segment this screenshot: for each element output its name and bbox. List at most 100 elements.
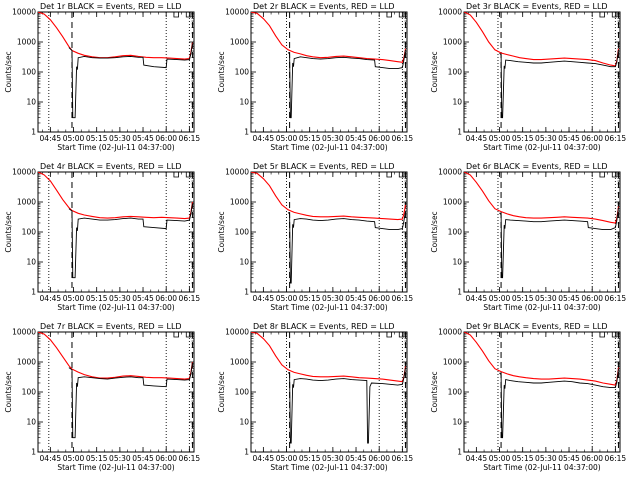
x-tick-label: 05:15	[86, 134, 108, 143]
series-line-red-lld	[38, 332, 194, 380]
chart-title: Det 3r BLACK = Events, RED = LLD	[466, 2, 608, 11]
y-tick-label: 1000	[443, 358, 462, 367]
x-tick-label: 05:30	[535, 294, 557, 303]
x-axis-label: Start Time (02-Jul-11 04:37:00)	[270, 303, 387, 312]
y-tick-label: 10	[239, 258, 249, 267]
x-tick-label: 05:00	[276, 294, 298, 303]
x-tick-label: 06:00	[368, 454, 390, 463]
x-tick-label: 06:15	[605, 454, 627, 463]
y-tick-label: 1000	[443, 198, 462, 207]
x-tick-label: 04:45	[253, 294, 275, 303]
chart-svg: Det 5r BLACK = Events, RED = LLD 1 10 100 10…	[217, 162, 414, 312]
y-tick-label: 10000	[12, 8, 36, 17]
x-tick-label: 05:45	[132, 294, 154, 303]
x-tick-label: 05:15	[299, 294, 321, 303]
x-tick-label: 05:15	[86, 294, 108, 303]
y-tick-label: 1	[457, 448, 462, 457]
y-tick-label: 100	[448, 68, 463, 77]
state-marker	[611, 12, 618, 18]
x-tick-label: 06:00	[155, 454, 177, 463]
chart-panel-3: Det 3r BLACK = Events, RED = LLD 1 10 100 10…	[426, 0, 638, 160]
state-marker	[185, 172, 192, 178]
chart-title: Det 9r BLACK = Events, RED = LLD	[466, 322, 608, 331]
y-axis-label: Counts/sec	[217, 211, 226, 252]
y-tick-label: 1000	[17, 358, 36, 367]
y-axis-label: Counts/sec	[4, 51, 13, 92]
state-marker	[386, 332, 392, 338]
chart-title: Det 7r BLACK = Events, RED = LLD	[40, 322, 182, 331]
y-tick-label: 10	[239, 418, 249, 427]
y-tick-label: 10	[26, 418, 36, 427]
chart-panel-4: Det 4r BLACK = Events, RED = LLD 1 10 100 10…	[0, 160, 212, 320]
y-tick-label: 10000	[225, 328, 249, 337]
y-tick-label: 10000	[438, 8, 462, 17]
y-tick-label: 1000	[230, 198, 249, 207]
chart-svg: Det 6r BLACK = Events, RED = LLD 1 10 100 10…	[430, 162, 627, 312]
x-tick-label: 06:15	[392, 294, 414, 303]
y-axis-label: Counts/sec	[217, 51, 226, 92]
x-tick-label: 05:30	[535, 454, 557, 463]
x-tick-label: 05:00	[276, 134, 298, 143]
x-tick-label: 06:15	[179, 454, 201, 463]
y-tick-label: 100	[448, 388, 463, 397]
plot-frame	[250, 331, 408, 453]
x-tick-label: 05:45	[345, 294, 367, 303]
y-tick-label: 1000	[443, 38, 462, 47]
x-tick-label: 06:15	[605, 134, 627, 143]
chart-panel-8: Det 8r BLACK = Events, RED = LLD 1 10 100 10…	[213, 320, 425, 480]
x-tick-label: 05:30	[109, 454, 131, 463]
chart-panel-5: Det 5r BLACK = Events, RED = LLD 1 10 100 10…	[213, 160, 425, 320]
series-line-red-lld	[464, 172, 620, 224]
chart-panel-6: Det 6r BLACK = Events, RED = LLD 1 10 100 10…	[426, 160, 638, 320]
x-tick-label: 05:30	[322, 454, 344, 463]
x-tick-label: 04:45	[466, 134, 488, 143]
y-tick-label: 1	[31, 128, 36, 137]
y-tick-label: 100	[235, 388, 250, 397]
chart-svg: Det 8r BLACK = Events, RED = LLD 1 10 100 10…	[217, 322, 414, 472]
plot-frame	[37, 11, 195, 133]
state-marker	[173, 12, 179, 18]
x-tick-label: 05:15	[299, 134, 321, 143]
y-tick-label: 10	[452, 418, 462, 427]
chart-title: Det 8r BLACK = Events, RED = LLD	[253, 322, 395, 331]
x-tick-label: 05:15	[512, 454, 534, 463]
y-tick-label: 10000	[438, 168, 462, 177]
x-axis-label: Start Time (02-Jul-11 04:37:00)	[483, 463, 600, 472]
y-tick-label: 100	[22, 388, 37, 397]
y-tick-label: 1	[244, 128, 249, 137]
chart-svg: Det 9r BLACK = Events, RED = LLD 1 10 100 10…	[430, 322, 627, 472]
x-axis-label: Start Time (02-Jul-11 04:37:00)	[270, 463, 387, 472]
y-tick-label: 10000	[225, 168, 249, 177]
x-tick-label: 05:45	[558, 454, 580, 463]
x-axis-label: Start Time (02-Jul-11 04:37:00)	[57, 143, 174, 152]
y-axis-label: Counts/sec	[430, 371, 439, 412]
x-tick-label: 06:15	[392, 454, 414, 463]
state-marker	[386, 12, 392, 18]
plot-frame	[463, 11, 621, 133]
x-tick-label: 05:00	[489, 454, 511, 463]
x-tick-label: 06:00	[368, 294, 390, 303]
series-line-black-events	[499, 49, 619, 119]
series-line-red-lld	[251, 172, 407, 221]
state-marker	[599, 172, 605, 178]
y-tick-label: 10	[239, 98, 249, 107]
plot-frame	[250, 171, 408, 293]
x-tick-label: 04:45	[466, 454, 488, 463]
state-marker	[398, 12, 405, 18]
series-line-black-events	[68, 203, 193, 279]
y-tick-label: 10000	[12, 328, 36, 337]
series-line-red-lld	[464, 12, 620, 67]
y-tick-label: 10000	[225, 8, 249, 17]
series-line-black-events	[68, 43, 193, 119]
plot-frame	[37, 331, 195, 453]
y-tick-label: 10	[26, 98, 36, 107]
series-line-red-lld	[38, 172, 194, 220]
x-tick-label: 05:15	[299, 454, 321, 463]
chart-svg: Det 1r BLACK = Events, RED = LLD 1 10 100 10…	[4, 2, 200, 152]
x-tick-label: 06:15	[605, 294, 627, 303]
state-marker	[398, 172, 405, 178]
x-tick-label: 04:45	[253, 134, 275, 143]
y-axis-label: Counts/sec	[4, 211, 13, 252]
state-marker	[173, 332, 179, 338]
chart-title: Det 5r BLACK = Events, RED = LLD	[253, 162, 395, 171]
